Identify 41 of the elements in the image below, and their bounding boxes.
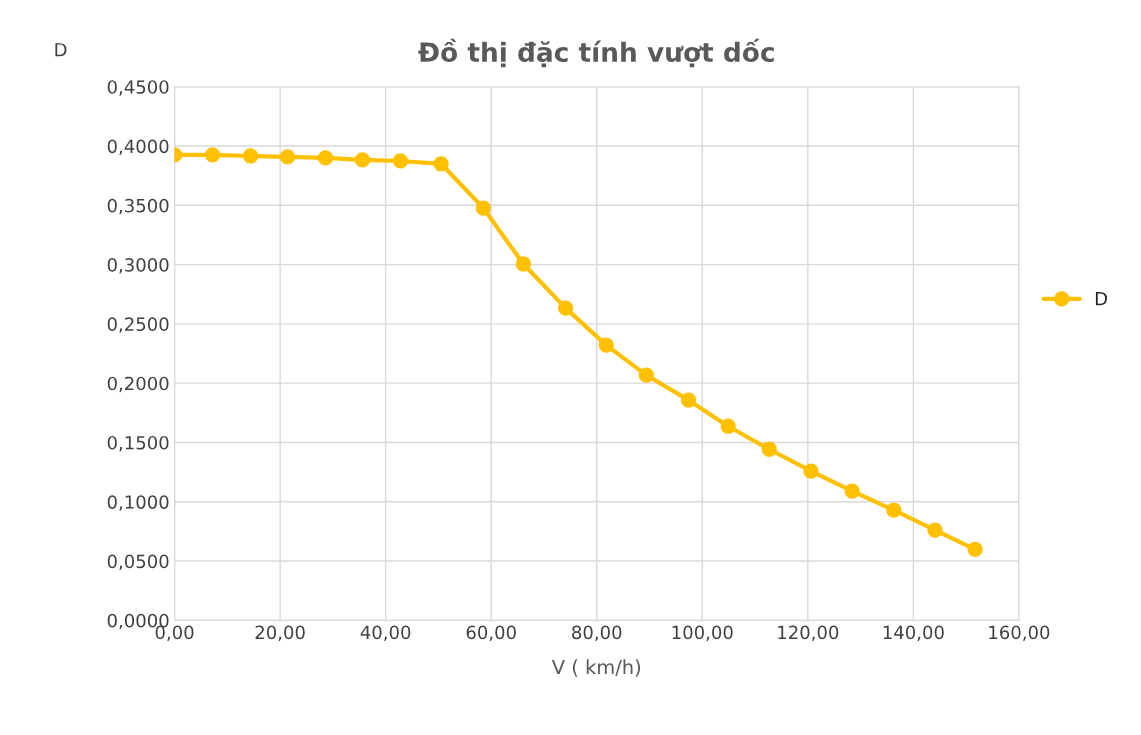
x-tick-label: 20,00 xyxy=(255,625,305,642)
point xyxy=(279,149,296,165)
point xyxy=(475,200,491,216)
y-tick-label: 0,2000 xyxy=(107,376,169,393)
point xyxy=(761,441,777,457)
point xyxy=(598,337,614,353)
x-axis-title: V ( km/h) xyxy=(551,659,641,677)
y-tick-label: 0,4000 xyxy=(107,139,169,155)
x-tick-label: 160,00 xyxy=(989,625,1050,642)
x-tick-label: 120,00 xyxy=(778,625,839,642)
legend-label: D xyxy=(1095,291,1107,306)
point xyxy=(433,156,449,172)
point xyxy=(886,502,902,518)
chart-title: Đồ thị đặc tính vượt dốc xyxy=(418,38,774,68)
y-tick-label: 0,3000 xyxy=(107,258,169,274)
point xyxy=(803,463,819,479)
point xyxy=(927,522,943,538)
point xyxy=(354,152,371,168)
point xyxy=(967,541,983,557)
y-tick-label: 0,3500 xyxy=(107,198,169,215)
point xyxy=(515,256,532,272)
point xyxy=(638,367,654,383)
y-axis-title: D xyxy=(55,43,67,57)
y-tick-label: 0,0500 xyxy=(107,554,169,571)
y-tick-label: 0,2500 xyxy=(107,317,169,333)
point xyxy=(557,300,574,316)
point xyxy=(317,150,334,166)
point xyxy=(680,392,697,408)
y-tick-label: 0,4500 xyxy=(107,80,169,96)
y-tick-label: 0,1500 xyxy=(107,435,169,452)
x-tick-label: 40,00 xyxy=(360,625,411,642)
x-tick-label: 140,00 xyxy=(883,625,944,642)
point xyxy=(204,147,221,163)
point xyxy=(242,148,259,164)
x-tick-label: 60,00 xyxy=(466,625,516,642)
x-tick-label: 80,00 xyxy=(572,625,622,642)
x-tick-label: 100,00 xyxy=(672,625,733,642)
y-tick-label: 0,1000 xyxy=(107,495,169,511)
point xyxy=(844,483,860,499)
point xyxy=(392,153,409,169)
point xyxy=(720,418,736,434)
